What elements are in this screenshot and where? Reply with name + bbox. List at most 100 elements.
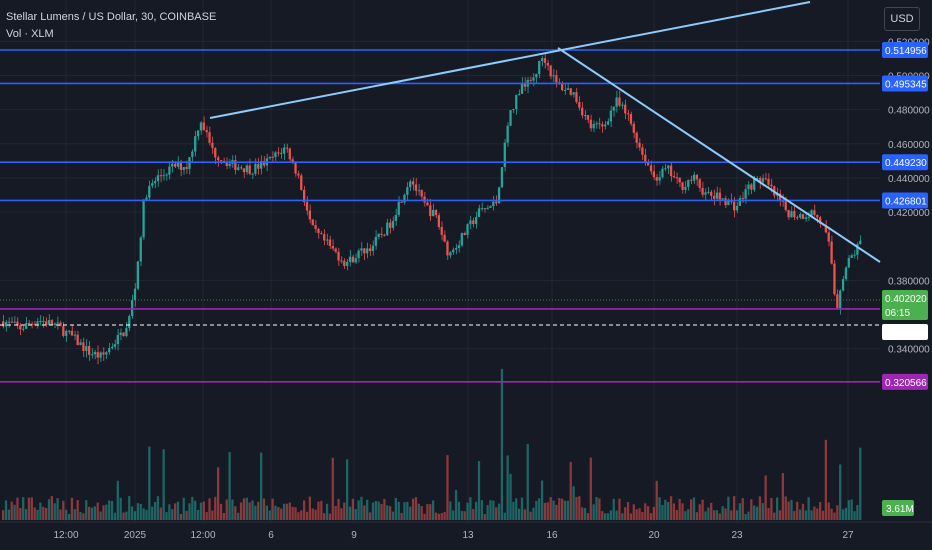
volume-bar [523, 509, 526, 520]
volume-bar [859, 447, 862, 520]
y-tick-label: 0.440000 [888, 174, 930, 185]
candle [411, 177, 415, 191]
volume-bar [182, 497, 185, 520]
volume-bar [257, 501, 260, 520]
trendlines [209, 1, 881, 263]
volume-bar [59, 509, 62, 520]
volume-bar [644, 503, 647, 520]
candle [59, 320, 62, 327]
volume-bar [340, 508, 343, 520]
candle [73, 330, 76, 341]
candle [681, 181, 684, 194]
candle [205, 125, 208, 138]
volume-bar [549, 497, 552, 520]
volume-bar [414, 497, 418, 520]
volume-bar [205, 512, 208, 520]
candle [839, 289, 842, 315]
x-axis-ticks: 12:00 2025 12:00 6 9 13 16 20 23 27 [0, 521, 932, 541]
candle [62, 321, 65, 338]
volume-bar [82, 513, 85, 520]
volume-bar [334, 505, 337, 520]
volume-bar [492, 500, 495, 520]
volume-bar [199, 502, 203, 520]
volume-bar [239, 502, 243, 520]
volume-bar [601, 511, 604, 520]
candle [695, 173, 698, 186]
volume-bar [16, 497, 19, 520]
candle [191, 149, 194, 162]
candle [512, 108, 515, 114]
candle [417, 183, 420, 196]
candle [274, 150, 277, 161]
candle [552, 69, 555, 83]
y-tick-label: 0.480000 [888, 106, 930, 117]
volume-bar [225, 499, 228, 520]
candle [323, 229, 326, 246]
volume-bar [807, 497, 810, 520]
volume-bar [692, 497, 696, 520]
volume-bar [294, 507, 297, 520]
candle [88, 341, 91, 361]
volume-bar [113, 512, 117, 520]
x-tick-label: 13 [462, 530, 474, 541]
candle [119, 328, 122, 341]
volume-bar [234, 506, 237, 520]
volume-bar [377, 501, 380, 520]
candles-layer [2, 52, 862, 365]
volume-bar [188, 503, 191, 520]
volume-bar [119, 497, 122, 520]
volume-bar [67, 513, 71, 520]
volume-bar [90, 507, 94, 520]
volume-bar [73, 509, 76, 520]
volume-bar [280, 508, 283, 520]
volume-bar [452, 510, 455, 520]
volume-bar [65, 509, 68, 520]
candle [853, 250, 856, 259]
volume-bar [434, 512, 438, 520]
candle [715, 186, 719, 200]
currency-selector[interactable]: USD [884, 7, 920, 31]
candle [391, 216, 395, 231]
volume-bar [262, 498, 266, 520]
candle [830, 235, 833, 265]
volume-bar [79, 512, 82, 520]
candle [133, 283, 137, 307]
candle [331, 239, 334, 251]
candle [337, 247, 340, 266]
volume-bar [684, 511, 687, 520]
candle [463, 231, 466, 236]
volume-bar [841, 509, 845, 520]
level-badge: 0.495345 [882, 75, 928, 92]
volume-bar [33, 507, 36, 520]
volume-bars [2, 368, 862, 520]
candle [314, 220, 317, 233]
volume-bar [423, 513, 426, 520]
candle [199, 120, 203, 135]
candle [368, 244, 372, 257]
candle [764, 172, 767, 181]
volume-bar [460, 511, 463, 520]
y-tick-label: 0.420000 [888, 208, 930, 219]
candle [328, 235, 332, 249]
volume-bar [228, 452, 231, 520]
volume-bar [830, 508, 833, 520]
volume-bar [142, 508, 145, 520]
candle [56, 316, 59, 330]
volume-bar [53, 503, 56, 520]
volume-bar [744, 513, 747, 520]
volume-bar [429, 504, 432, 520]
volume-bar [778, 510, 782, 520]
candle [675, 172, 678, 184]
volume-bar [727, 496, 730, 520]
volume-bar [770, 497, 773, 520]
candle [609, 105, 612, 128]
volume-bar [612, 498, 615, 520]
volume-bar [687, 509, 690, 520]
candle [10, 316, 13, 324]
volume-bar [251, 500, 254, 520]
candle [136, 260, 139, 291]
volume-bar [738, 503, 741, 520]
candle [767, 173, 770, 188]
candle [730, 193, 733, 205]
